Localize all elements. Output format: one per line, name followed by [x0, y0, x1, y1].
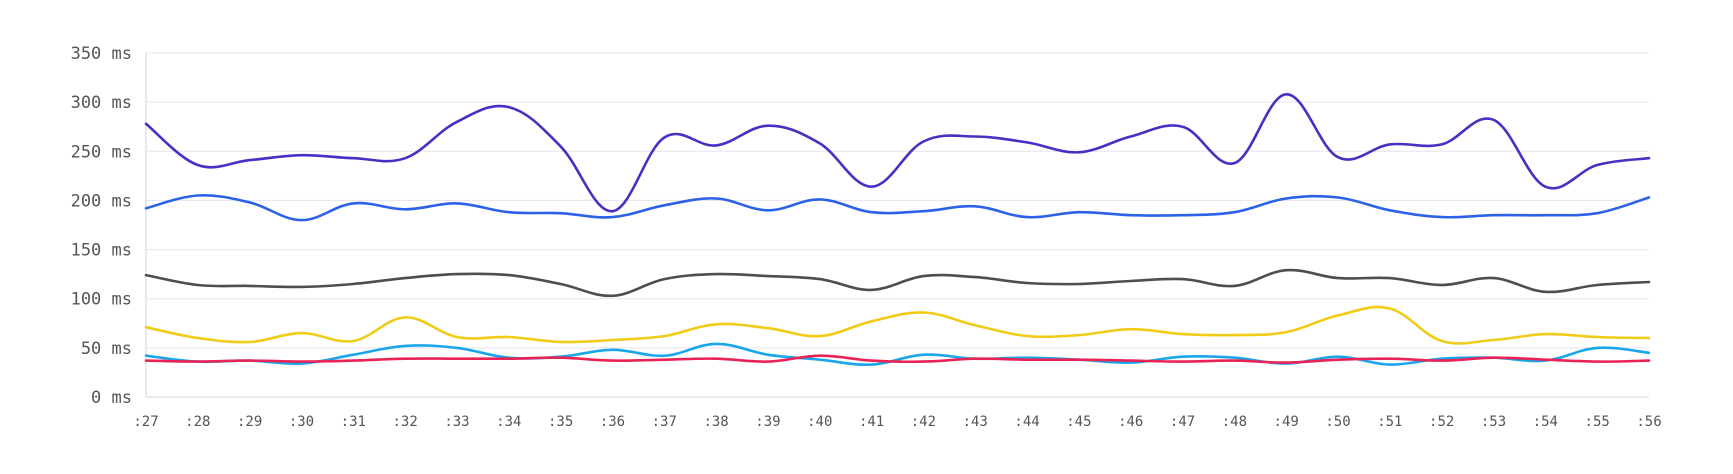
series-red — [144, 354, 1651, 364]
x-tick-label: :55 — [1585, 414, 1610, 430]
x-tick-label: :30 — [289, 414, 314, 430]
series-yellow-line — [144, 305, 1651, 345]
x-tick-label: :38 — [703, 414, 728, 430]
x-tick-label: :47 — [1170, 414, 1195, 430]
x-tick-label: :34 — [496, 414, 521, 430]
series-gray-line — [144, 268, 1651, 298]
x-tick-label: :31 — [341, 414, 366, 430]
x-tick-label: :51 — [1377, 414, 1402, 430]
series-purple — [144, 92, 1651, 213]
series-gray — [144, 268, 1651, 298]
series-yellow — [144, 305, 1651, 345]
y-axis: 0 ms 50 ms 100 ms 150 ms 200 ms 250 ms 300 ms 3… — [71, 44, 147, 408]
x-tick-label: :27 — [133, 414, 158, 430]
x-axis: :27 :28 :29 :30 :31 :32 :33 :34 :35 :36 :37 :38 :39:… — [133, 414, 1661, 430]
series-purple-line — [144, 92, 1651, 213]
series-blue — [144, 194, 1651, 222]
grid-lines — [146, 52, 1649, 398]
x-tick-label: :40 — [807, 414, 832, 430]
series-cyan — [144, 342, 1651, 367]
x-tick-label: :32 — [392, 414, 417, 430]
x-tick-label: :36 — [600, 414, 625, 430]
y-tick-label: 200 ms — [71, 191, 132, 211]
series-cyan-line — [144, 342, 1651, 367]
x-tick-label: :39 — [755, 414, 780, 430]
x-tick-label: :53 — [1481, 414, 1506, 430]
x-tick-label: :44 — [1014, 414, 1039, 430]
x-tick-label: :43 — [963, 414, 988, 430]
y-tick-label: 0 ms — [91, 388, 132, 408]
x-tick-label: :48 — [1222, 414, 1247, 430]
x-tick-label: :41 — [859, 414, 884, 430]
x-tick-label: :28 — [185, 414, 210, 430]
y-tick-label: 100 ms — [71, 290, 132, 310]
x-tick-label: :33 — [444, 414, 469, 430]
series-red-line — [144, 354, 1651, 364]
x-tick-label: :52 — [1429, 414, 1454, 430]
y-tick-label: 300 ms — [71, 93, 132, 113]
series-lines — [144, 92, 1651, 367]
y-tick-label: 250 ms — [71, 142, 132, 162]
x-tick-label: :35 — [548, 414, 573, 430]
x-tick-label: :54 — [1533, 414, 1558, 430]
x-tick-label: :45 — [1066, 414, 1091, 430]
x-tick-label: :49 — [1274, 414, 1299, 430]
y-tick-label: 50 ms — [81, 339, 132, 359]
y-tick-label: 350 ms — [71, 44, 132, 64]
x-tick-label: :42 — [911, 414, 936, 430]
y-tick-label: 150 ms — [71, 241, 132, 261]
x-tick-label: :56 — [1636, 414, 1661, 430]
x-tick-label: :46 — [1118, 414, 1143, 430]
x-tick-label: :29 — [237, 414, 262, 430]
x-tick-label: :37 — [652, 414, 677, 430]
series-blue-line — [144, 194, 1651, 222]
x-tick-label: :50 — [1325, 414, 1350, 430]
